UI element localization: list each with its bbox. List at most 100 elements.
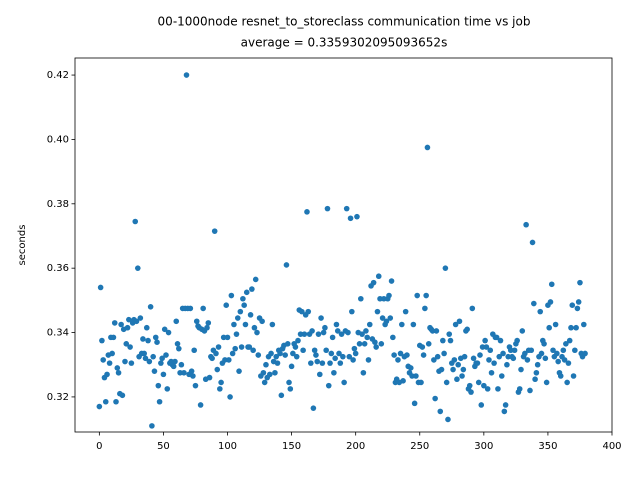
point: [159, 355, 165, 362]
point: [283, 262, 290, 268]
point: [213, 350, 219, 357]
point: [238, 344, 245, 350]
point: [419, 344, 426, 350]
point: [510, 355, 517, 362]
point: [332, 355, 338, 362]
point: [397, 350, 404, 357]
point: [533, 369, 540, 376]
point: [418, 379, 424, 386]
point: [115, 369, 122, 376]
point: [498, 373, 505, 379]
point: [400, 378, 406, 384]
point: [351, 345, 358, 352]
point: [324, 205, 331, 212]
point: [484, 386, 491, 392]
point: [163, 352, 169, 358]
point: [124, 324, 131, 331]
plot-frame: [74, 57, 613, 433]
point: [563, 341, 569, 347]
point: [429, 328, 436, 334]
point: [328, 350, 335, 357]
point: [360, 369, 367, 376]
point: [425, 341, 432, 347]
point: [474, 360, 481, 366]
point: [511, 347, 518, 354]
point: [191, 347, 197, 354]
point: [252, 276, 259, 283]
point: [481, 382, 487, 389]
point: [464, 326, 470, 333]
point: [363, 328, 369, 334]
point: [537, 308, 544, 315]
point: [442, 265, 449, 271]
point: [527, 387, 533, 394]
point: [379, 315, 386, 321]
point: [304, 209, 310, 215]
point: [486, 357, 492, 363]
point: [228, 292, 235, 299]
point: [496, 353, 503, 360]
point: [176, 345, 182, 352]
point: [284, 341, 291, 347]
point: [359, 331, 365, 337]
point: [249, 286, 255, 292]
point: [564, 379, 570, 386]
point: [346, 353, 353, 360]
point: [431, 357, 437, 363]
point: [404, 352, 410, 358]
point: [145, 337, 151, 344]
point: [165, 329, 172, 336]
point: [514, 337, 520, 344]
point: [470, 355, 477, 362]
point: [519, 328, 526, 334]
point: [323, 347, 329, 354]
point: [197, 402, 204, 408]
point: [123, 341, 130, 347]
x-tick-label: 350: [538, 441, 557, 452]
point: [411, 400, 418, 407]
point: [424, 144, 431, 151]
point: [97, 284, 104, 291]
point: [146, 358, 153, 365]
point: [352, 350, 359, 357]
point: [557, 373, 564, 379]
point: [177, 369, 183, 376]
point: [493, 334, 500, 341]
point: [373, 344, 379, 350]
point: [178, 361, 185, 368]
point: [364, 334, 371, 341]
point: [541, 341, 547, 347]
point: [570, 373, 577, 379]
point: [174, 341, 181, 347]
point: [543, 379, 550, 386]
point: [143, 324, 150, 331]
chart-subtitle: average = 0.3359302095093652s: [241, 36, 448, 50]
point: [156, 398, 163, 405]
point: [319, 360, 326, 366]
point: [134, 265, 141, 271]
point: [495, 386, 501, 392]
point: [482, 337, 488, 344]
point: [263, 361, 269, 368]
point: [114, 365, 121, 371]
point: [119, 392, 126, 399]
point: [318, 315, 324, 321]
point: [183, 72, 190, 78]
point: [572, 347, 578, 354]
point: [555, 358, 561, 365]
point: [211, 228, 218, 234]
x-tick-label: 250: [410, 441, 429, 452]
point: [347, 215, 354, 222]
point: [516, 386, 523, 392]
point: [532, 376, 538, 383]
point: [337, 360, 344, 366]
point: [215, 344, 222, 350]
point: [267, 371, 273, 378]
y-tick-label: 0.34: [47, 328, 69, 339]
point: [420, 352, 427, 358]
point: [381, 295, 387, 302]
point: [475, 379, 482, 386]
point: [126, 316, 132, 323]
point: [269, 321, 276, 328]
